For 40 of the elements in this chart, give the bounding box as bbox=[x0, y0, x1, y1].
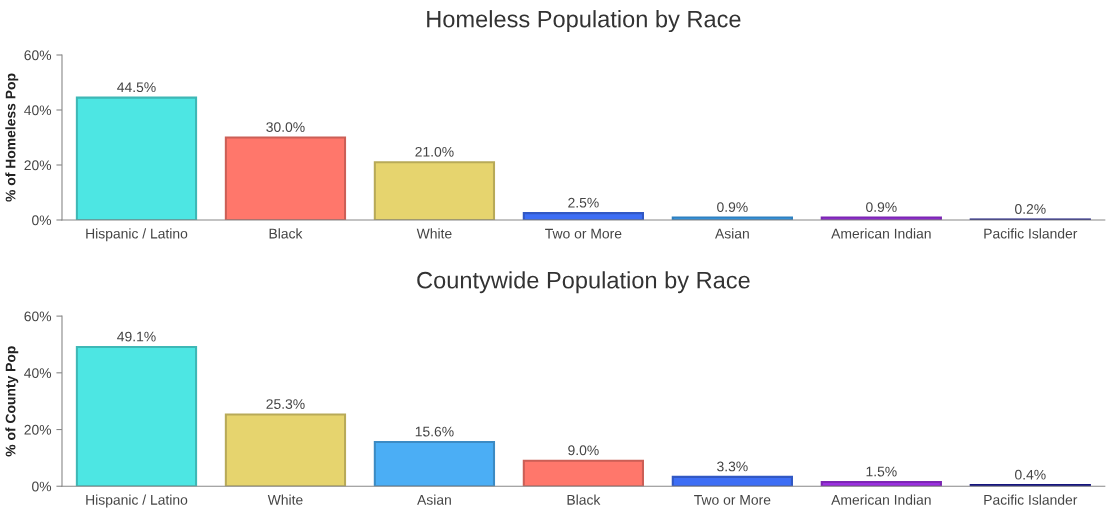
y-tick-label: 40% bbox=[24, 368, 52, 378]
data-label: 9.0% bbox=[568, 445, 599, 456]
data-label: 25.3% bbox=[266, 399, 305, 409]
x-tick-label: White bbox=[416, 228, 452, 239]
x-tick-label: American Indian bbox=[831, 494, 931, 505]
data-label: 1.5% bbox=[866, 466, 897, 477]
x-tick-label: Hispanic / Latino bbox=[86, 228, 188, 242]
data-label: 3.3% bbox=[717, 461, 748, 472]
x-tick-label: American Indian bbox=[831, 228, 931, 239]
y-tick-label: 20% bbox=[24, 424, 52, 435]
data-label: 0.9% bbox=[866, 202, 897, 212]
data-label: 0.2% bbox=[1015, 204, 1046, 214]
y-tick-label: 60% bbox=[24, 50, 52, 61]
y-tick-label: 0% bbox=[32, 481, 52, 492]
y-axis-title: % of Homeless Pop bbox=[5, 73, 19, 202]
data-label: 49.1% bbox=[117, 331, 156, 342]
data-label: 0.9% bbox=[717, 202, 748, 212]
x-tick-label: Pacific Islander bbox=[984, 494, 1078, 505]
x-tick-label: Two or More bbox=[694, 495, 771, 505]
x-tick-label: Black bbox=[269, 228, 303, 239]
y-tick-label: 60% bbox=[24, 311, 52, 322]
x-tick-label: Hispanic / Latino bbox=[86, 494, 188, 508]
data-label: 21.0% bbox=[415, 146, 454, 157]
y-tick-label: 0% bbox=[32, 215, 52, 226]
data-label: 44.5% bbox=[117, 82, 156, 93]
data-label: 30.0% bbox=[266, 122, 305, 132]
data-label: 2.5% bbox=[568, 197, 599, 208]
x-tick-label: Asian bbox=[417, 494, 451, 505]
x-tick-label: Pacific Islander bbox=[984, 228, 1078, 239]
chart-title: Homeless Population by Race bbox=[427, 10, 741, 33]
x-tick-label: Asian bbox=[715, 228, 749, 239]
data-label: 0.4% bbox=[1015, 469, 1046, 480]
y-tick-label: 20% bbox=[24, 160, 52, 171]
x-tick-label: Black bbox=[567, 494, 601, 505]
data-label: 15.6% bbox=[415, 426, 454, 437]
x-tick-label: Two or More bbox=[545, 228, 622, 239]
y-axis-title: % of County Pop bbox=[5, 346, 19, 457]
x-tick-label: White bbox=[267, 494, 303, 505]
chart-title: Countywide Population by Race bbox=[417, 271, 750, 294]
y-tick-label: 40% bbox=[24, 105, 52, 116]
